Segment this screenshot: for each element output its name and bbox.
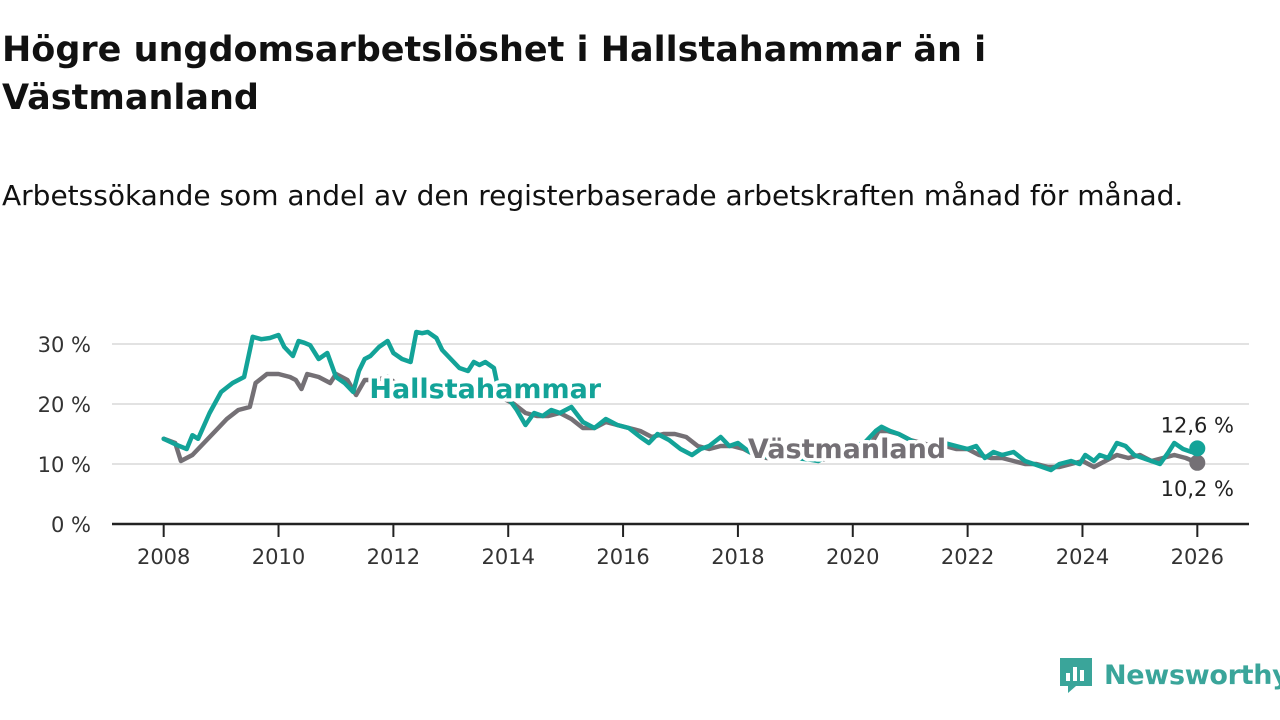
series-label-hallstahammar: Hallstahammar bbox=[369, 374, 601, 405]
y-tick-label: 10 % bbox=[38, 453, 91, 477]
chart-subtitle: Arbetssökande som andel av den registerb… bbox=[2, 179, 1184, 212]
series-layer bbox=[161, 329, 1206, 473]
y-tick-label: 30 % bbox=[38, 333, 91, 357]
brand-name: Newsworthy bbox=[1104, 659, 1280, 691]
end-value-label-hallstahammar: 12,6 % bbox=[1161, 413, 1234, 437]
y-tick-label: 0 % bbox=[51, 513, 91, 537]
x-tick-label: 2016 bbox=[596, 545, 649, 569]
series-line-hallstahammar bbox=[161, 329, 1200, 473]
x-tick-label: 2022 bbox=[941, 545, 994, 569]
x-tick-label: 2010 bbox=[252, 545, 305, 569]
x-tick-label: 2026 bbox=[1171, 545, 1224, 569]
newsworthy-brand: Newsworthy bbox=[1058, 652, 1280, 698]
newsworthy-logo-icon bbox=[1060, 658, 1092, 693]
x-tick-label: 2012 bbox=[367, 545, 420, 569]
y-tick-label: 20 % bbox=[38, 393, 91, 417]
x-tick-label: 2024 bbox=[1056, 545, 1109, 569]
series-end-point-hallstahammar bbox=[1189, 440, 1206, 457]
x-tick-label: 2018 bbox=[711, 545, 764, 569]
grid-layer bbox=[112, 343, 1249, 465]
axis-layer: 0 % 10 % 20 % 30 % 2008 2010 2012 2014 2016 2018 2… bbox=[38, 333, 1249, 569]
label-layer: Hallstahammar Västmanland 12,6 % 10,2 % bbox=[366, 371, 1237, 504]
x-tick-label: 2008 bbox=[137, 545, 190, 569]
chart-title: Högre ungdomsarbetslöshet i Hallstahamma… bbox=[2, 30, 987, 118]
x-tick-label: 2020 bbox=[826, 545, 879, 569]
x-tick-label: 2014 bbox=[482, 545, 535, 569]
end-value-label-vastmanland: 10,2 % bbox=[1161, 477, 1234, 501]
series-label-västmanland: Västmanland bbox=[748, 434, 946, 465]
series-line-västmanland bbox=[161, 371, 1200, 470]
series-end-point-västmanland bbox=[1189, 454, 1206, 471]
